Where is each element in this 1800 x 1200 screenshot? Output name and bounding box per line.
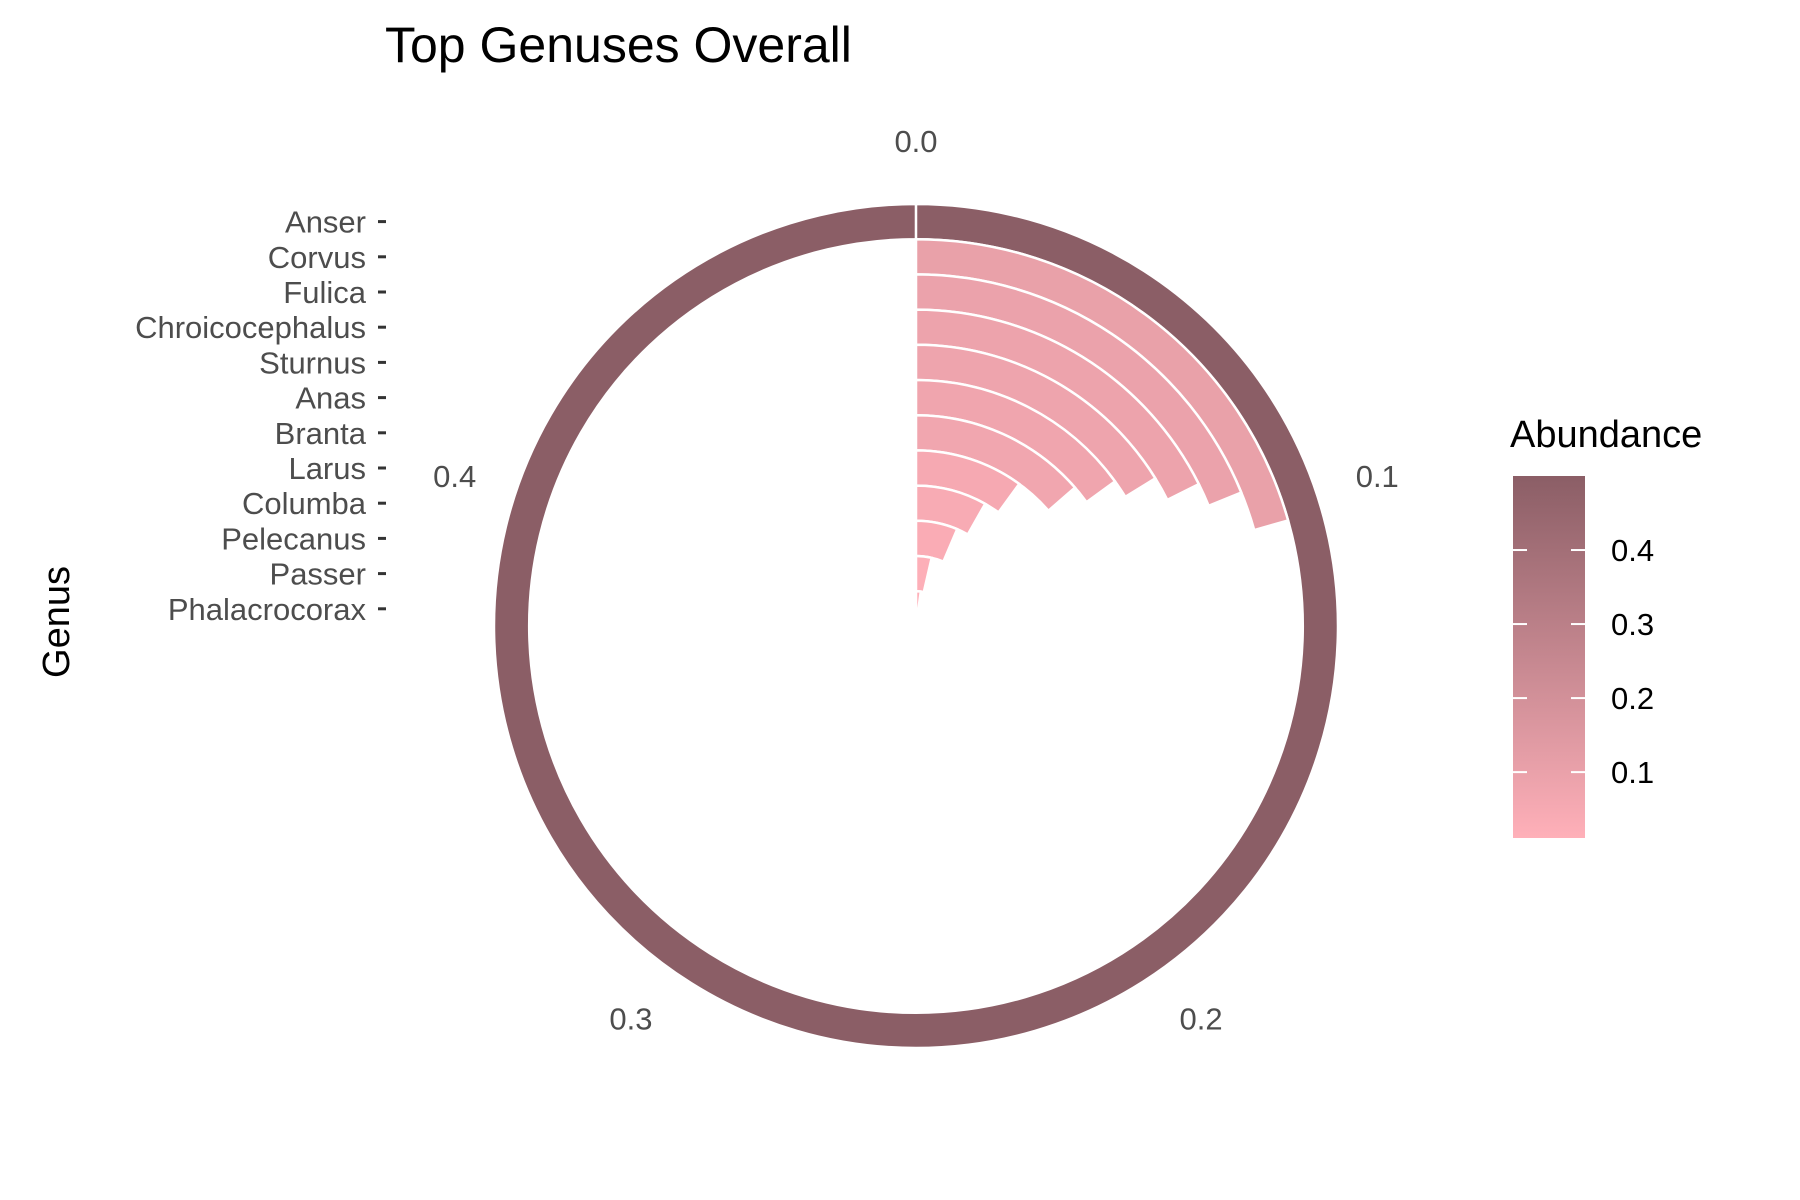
legend-title: Abundance xyxy=(1510,414,1702,456)
genus-tick-label: Sturnus xyxy=(259,345,366,380)
genus-tick-label: Corvus xyxy=(268,240,366,275)
angle-tick-label: 0.0 xyxy=(894,124,937,159)
angle-ticks-layer: 0.0 0.1 0.2 0.3 0.4 xyxy=(433,124,1399,1036)
genus-tick-label: Anas xyxy=(295,381,366,416)
chart-title: Top Genuses Overall xyxy=(385,17,852,73)
y-axis-title: Genus xyxy=(36,566,78,678)
bars-layer xyxy=(492,202,1340,1050)
genus-tick-label: Anser xyxy=(285,205,366,240)
genus-tick-label: Branta xyxy=(275,416,367,451)
legend-colorbar xyxy=(1513,476,1585,838)
bar-phalacrocorax xyxy=(914,589,923,627)
genus-tick-label: Pelecanus xyxy=(221,521,366,556)
legend-ticks-layer: 0.4 0.3 0.2 0.1 xyxy=(1513,533,1654,790)
legend: Abundance 0.4 0.3 0.2 0.1 xyxy=(1510,414,1702,838)
angle-tick-label: 0.3 xyxy=(609,1001,652,1036)
genus-axis-layer: AnserCorvusFulicaChroicocephalusSturnusA… xyxy=(135,205,386,627)
angle-tick-label: 0.4 xyxy=(433,459,476,494)
genus-tick-label: Columba xyxy=(242,486,367,521)
angle-tick-label: 0.1 xyxy=(1356,459,1399,494)
legend-label: 0.1 xyxy=(1611,755,1654,790)
genus-tick-label: Chroicocephalus xyxy=(135,310,366,345)
angle-tick-label: 0.2 xyxy=(1180,1001,1223,1036)
legend-label: 0.2 xyxy=(1611,681,1654,716)
genus-tick-label: Phalacrocorax xyxy=(168,592,367,627)
bar-passer xyxy=(914,554,934,594)
legend-label: 0.4 xyxy=(1611,533,1654,568)
genus-tick-label: Passer xyxy=(270,557,366,592)
legend-label: 0.3 xyxy=(1611,607,1654,642)
genus-tick-label: Larus xyxy=(288,451,366,486)
genus-tick-label: Fulica xyxy=(283,275,366,310)
bar-anser xyxy=(492,202,1340,1050)
